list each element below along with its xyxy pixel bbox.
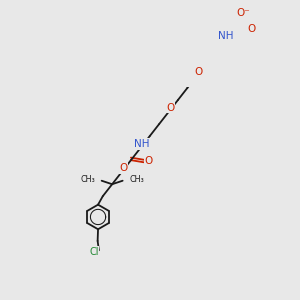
- Text: O: O: [119, 163, 128, 173]
- Text: CH₃: CH₃: [80, 176, 95, 184]
- Text: Cl: Cl: [89, 247, 99, 256]
- Text: CH₃: CH₃: [129, 176, 144, 184]
- Text: O⁻: O⁻: [236, 8, 250, 18]
- Text: O: O: [144, 156, 152, 167]
- Text: O: O: [248, 24, 256, 34]
- Text: O: O: [166, 103, 174, 113]
- Text: NH: NH: [134, 139, 149, 149]
- Text: NH: NH: [218, 31, 234, 40]
- Text: O: O: [194, 67, 202, 77]
